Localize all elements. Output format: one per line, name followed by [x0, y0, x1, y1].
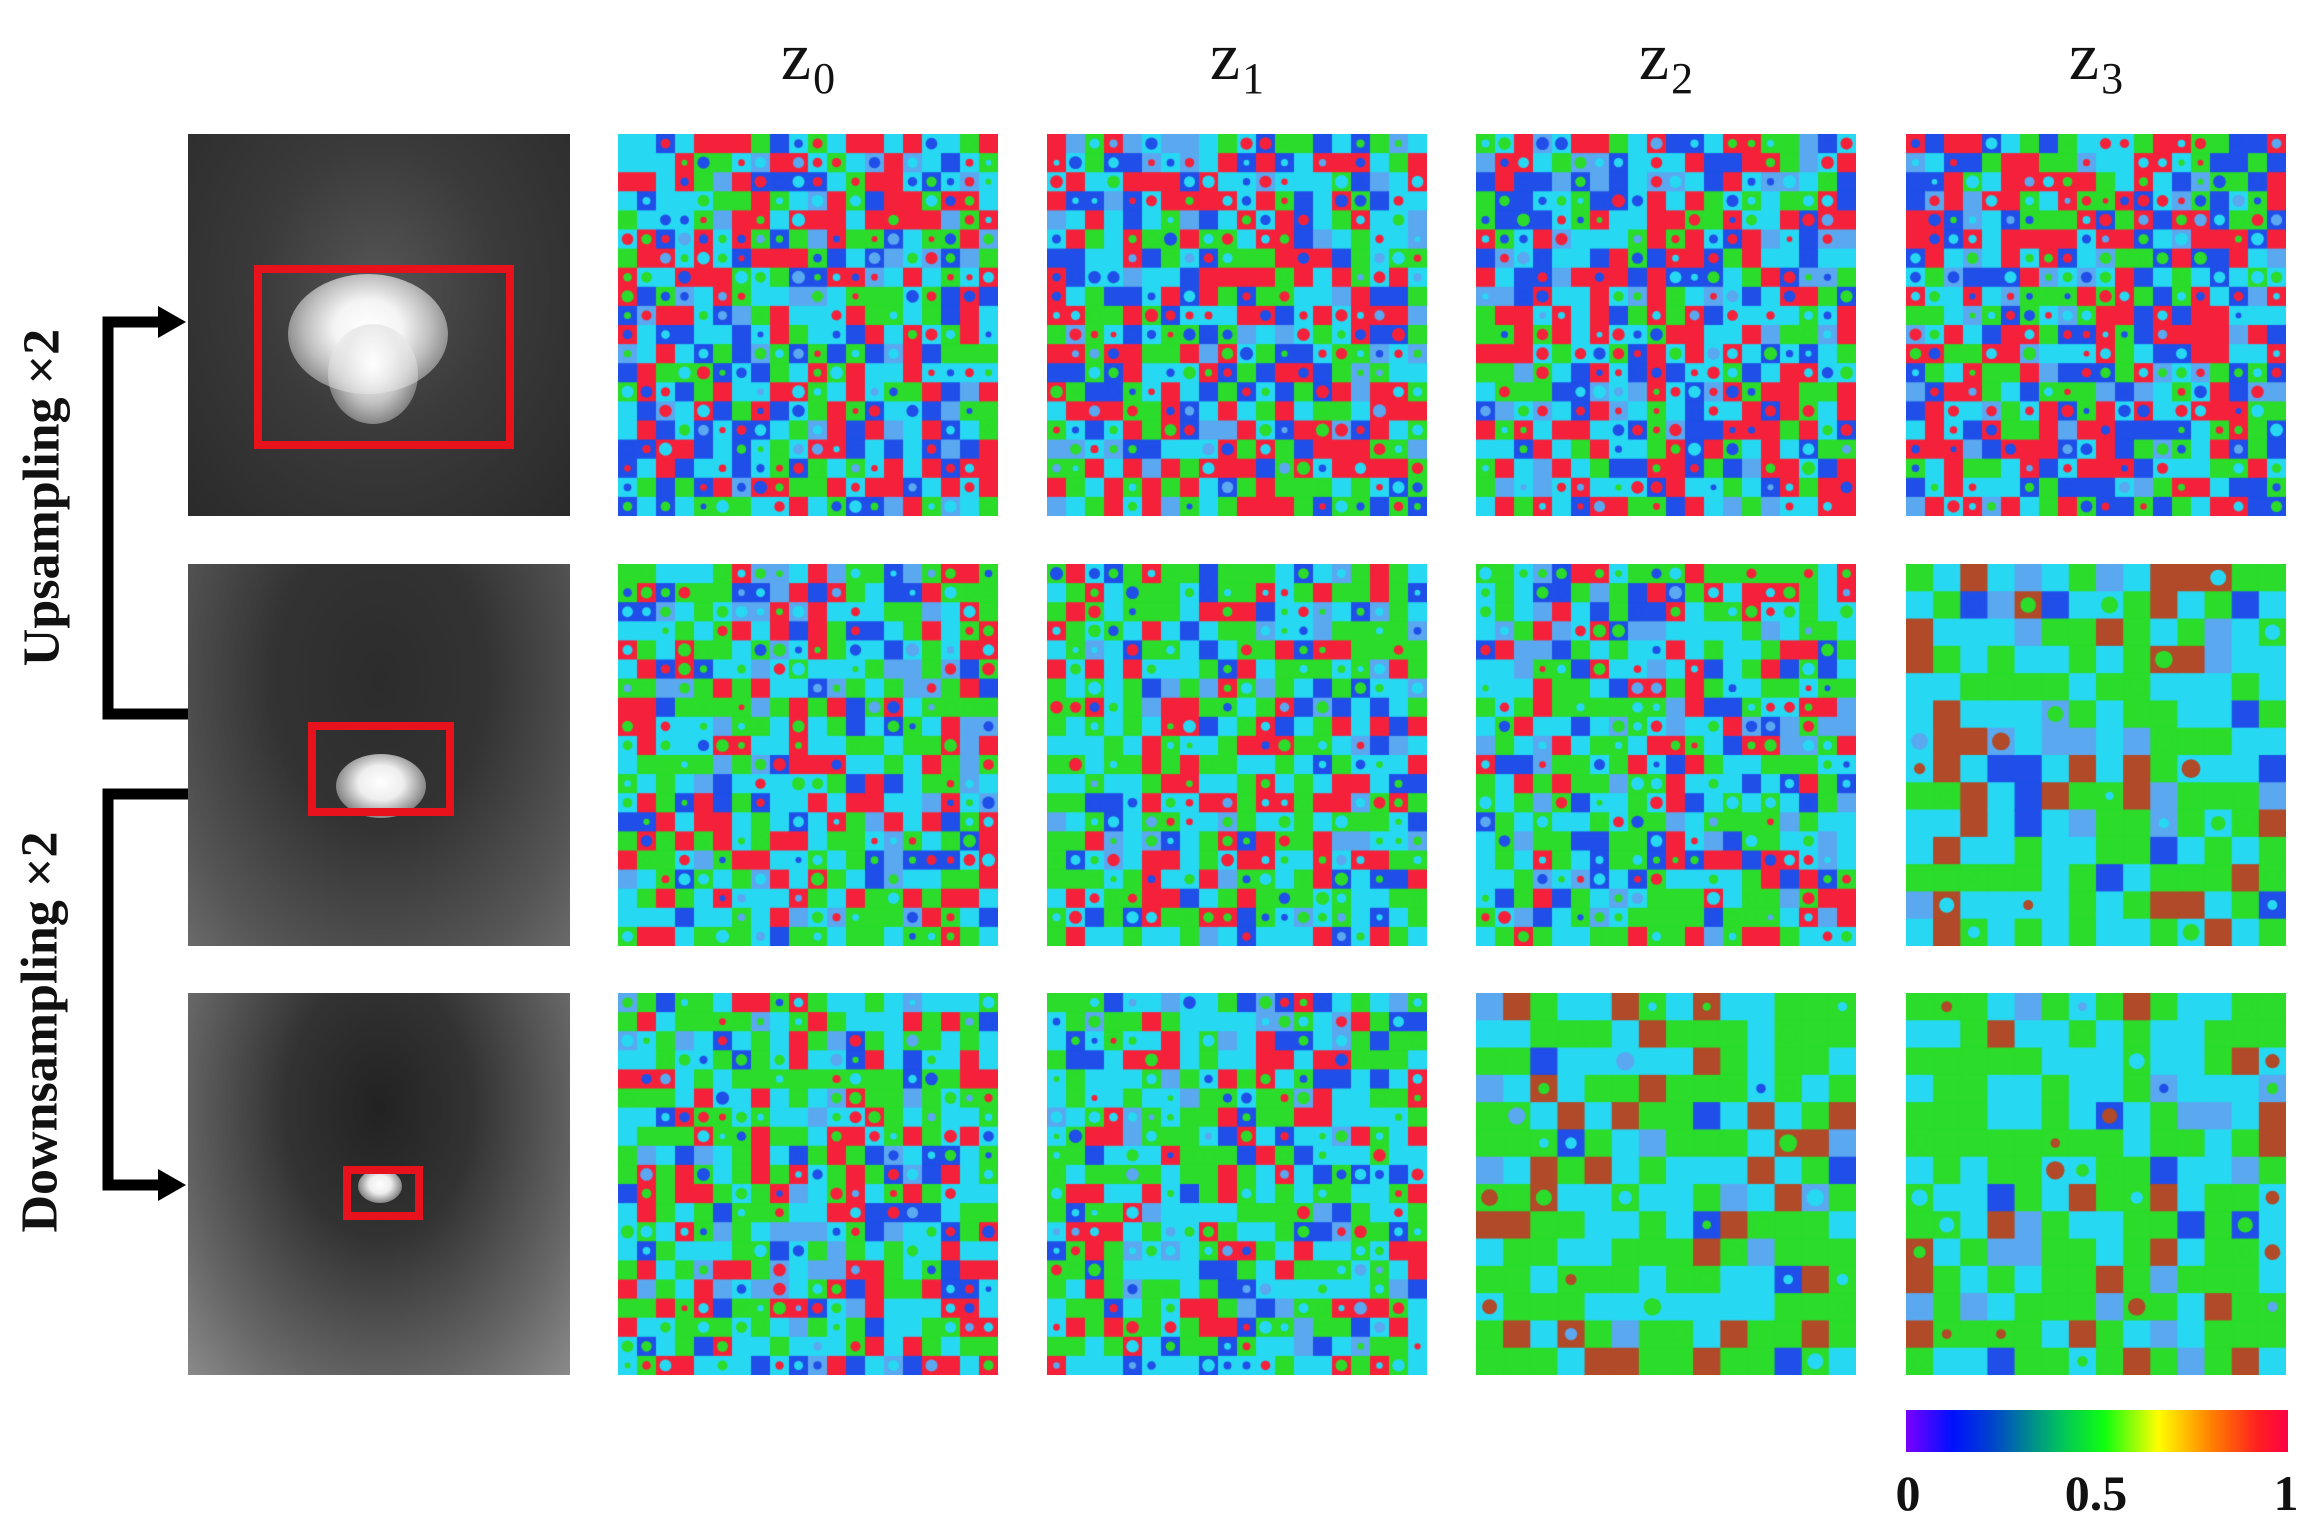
downsampling-arrow: [102, 788, 188, 1191]
header-base: z: [2068, 18, 2100, 94]
header-sub: 3: [2101, 54, 2124, 103]
heatmap-original-z1: [1047, 564, 1427, 946]
bright-target: [336, 754, 426, 818]
heatmap-upsampled-z1: [1047, 134, 1427, 516]
heatmap-downsampled-z0: [618, 993, 998, 1375]
colorbar-tick-0: 0: [1895, 1465, 1921, 1521]
source-image-upsampled: [188, 134, 570, 516]
colorbar: [1906, 1410, 2288, 1452]
heatmap-downsampled-z3: [1906, 993, 2286, 1375]
header-base: z: [1209, 18, 1241, 94]
roi-box: [343, 1166, 423, 1220]
bright-target: [328, 324, 418, 424]
heatmap-original-z3: [1906, 564, 2286, 946]
column-header-z2: z2: [1476, 22, 1856, 101]
upsampling-label: Upsampling ×2: [13, 328, 71, 667]
column-header-z0: z0: [618, 22, 998, 101]
heatmap-original-z0: [618, 564, 998, 946]
heatmap-original-z2: [1476, 564, 1856, 946]
colorbar-tick-mid: 0.5: [2064, 1465, 2128, 1521]
column-header-z1: z1: [1047, 22, 1427, 101]
heatmap-upsampled-z2: [1476, 134, 1856, 516]
upsampling-arrow: [102, 316, 188, 720]
source-image-original: [188, 564, 570, 946]
header-base: z: [1638, 18, 1670, 94]
heatmap-downsampled-z1: [1047, 993, 1427, 1375]
bright-target: [358, 1169, 402, 1203]
scale-arrows: [102, 306, 188, 1201]
heatmap-upsampled-z0: [618, 134, 998, 516]
header-sub: 1: [1242, 54, 1265, 103]
heatmap-upsampled-z3: [1906, 134, 2286, 516]
heatmap-downsampled-z2: [1476, 993, 1856, 1375]
column-header-z3: z3: [1906, 22, 2286, 101]
header-sub: 2: [1671, 54, 1694, 103]
source-image-downsampled: [188, 993, 570, 1375]
downsampling-label: Downsampling ×2: [11, 831, 69, 1233]
roi-box: [308, 722, 454, 816]
arrow-head-icon: [158, 1169, 186, 1201]
header-sub: 0: [813, 54, 836, 103]
colorbar-tick-1: 1: [2273, 1465, 2299, 1521]
header-base: z: [780, 18, 812, 94]
arrow-head-icon: [158, 306, 186, 338]
roi-box: [254, 265, 514, 449]
